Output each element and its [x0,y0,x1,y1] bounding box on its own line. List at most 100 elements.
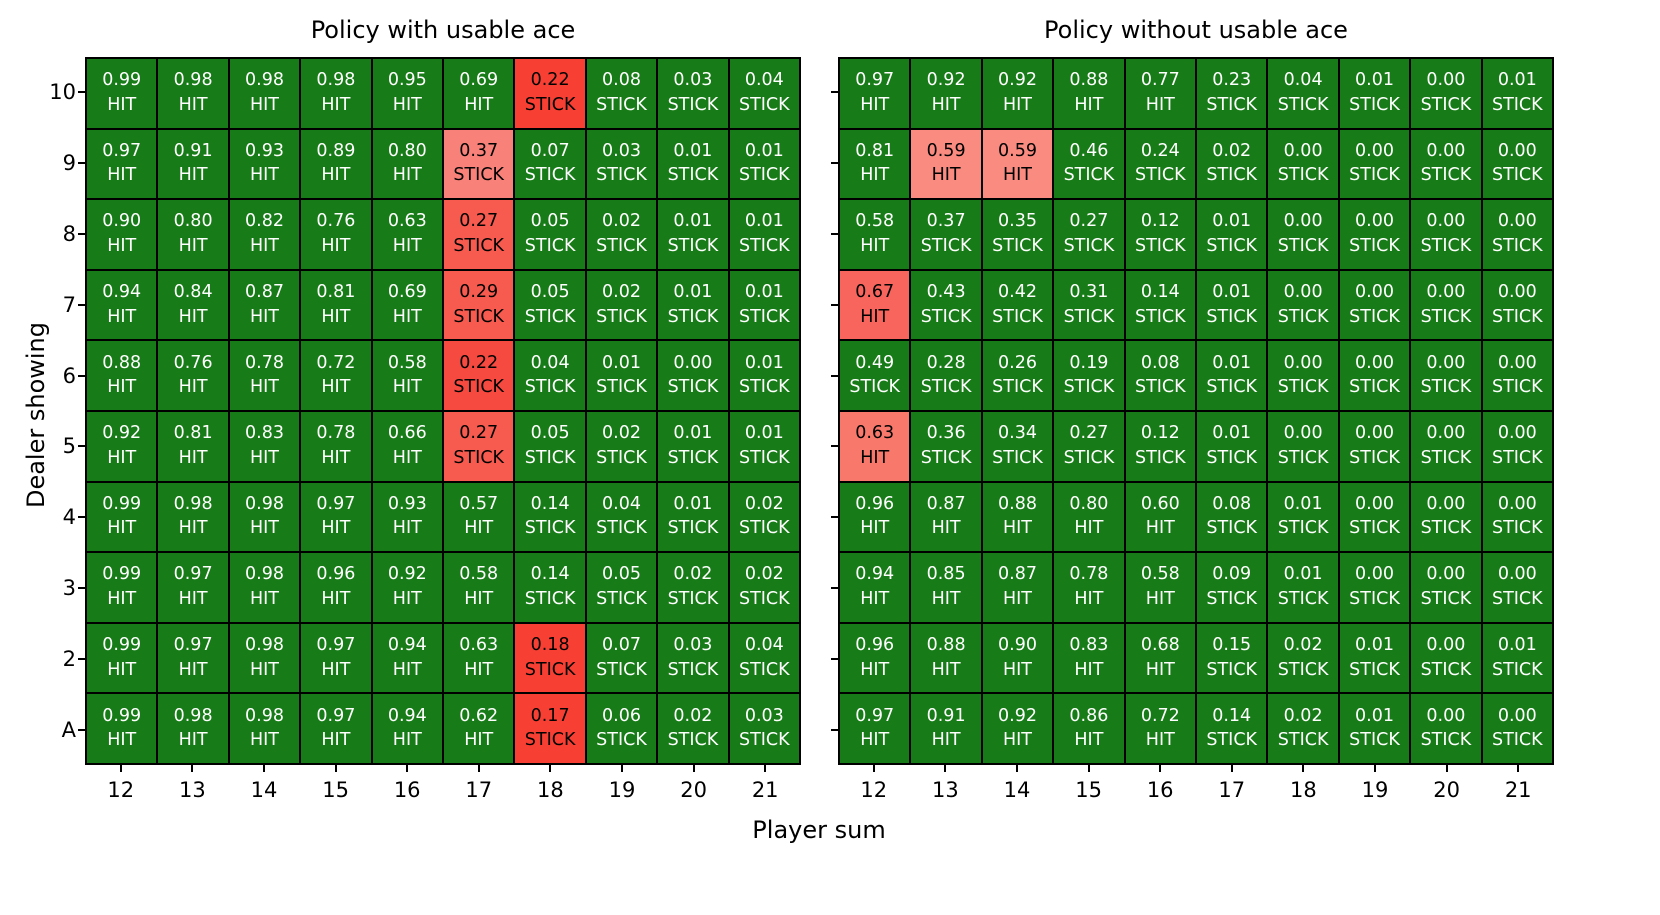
cell-probability: 0.58 [387,352,427,373]
cell-action: STICK [738,235,790,256]
cell-probability: 0.02 [744,564,784,585]
cell-action: HIT [860,94,890,115]
policy-cell: 0.99 HIT [87,59,157,128]
cell-probability: 0.97 [173,635,213,656]
cell-probability: 0.31 [1069,282,1109,303]
cell-action: HIT [860,659,890,680]
policy-cell: 0.87 HIT [982,553,1053,622]
x-tick-mark [477,765,480,772]
cell-action: HIT [249,518,279,539]
cell-probability: 0.27 [1069,211,1109,232]
policy-cell: 0.78 HIT [229,341,300,410]
cell-probability: 0.59 [926,140,966,161]
cell-probability: 0.92 [102,423,142,444]
policy-cell: 0.00 STICK [1268,341,1338,410]
policy-cell: 0.97 HIT [840,694,910,763]
policy-cell: 0.02 STICK [1268,694,1338,763]
cell-action: HIT [321,659,351,680]
cell-action: HIT [1145,659,1175,680]
cell-probability: 0.19 [1069,352,1109,373]
cell-probability: 0.93 [387,493,427,514]
policy-cell: 0.99 HIT [87,553,157,622]
cell-probability: 0.01 [673,282,713,303]
policy-cell: 0.80 HIT [1054,482,1124,552]
cell-probability: 0.01 [744,423,784,444]
cell-probability: 0.99 [102,493,142,514]
cell-action: STICK [1420,306,1472,327]
cell-probability: 0.46 [1069,140,1109,161]
policy-cell: 0.00 STICK [1411,341,1481,410]
cell-probability: 0.92 [998,705,1037,726]
cell-action: STICK [453,377,505,398]
cell-probability: 0.09 [1212,564,1252,585]
policy-cell: 0.66 HIT [372,411,442,481]
x-tick-label: 12 [860,778,888,802]
cell-action: HIT [178,306,208,327]
cell-probability: 0.27 [459,211,499,232]
cell-action: HIT [1074,518,1104,539]
cell-probability: 0.69 [459,70,499,91]
cell-action: STICK [738,377,790,398]
policy-cell: 0.19 STICK [1054,341,1124,410]
x-tick-mark [1445,765,1448,772]
cell-action: HIT [1002,165,1032,186]
cell-probability: 0.91 [926,705,966,726]
policy-cell: 0.98 HIT [158,694,228,763]
cell-probability: 0.28 [926,352,966,373]
y-tick-mark [831,657,838,660]
cell-action: STICK [667,447,719,468]
cell-action: HIT [464,588,494,609]
cell-probability: 0.18 [530,635,570,656]
cell-probability: 0.67 [855,282,895,303]
cell-probability: 0.00 [1426,705,1466,726]
policy-cell: 0.92 HIT [911,59,981,128]
cell-probability: 0.01 [673,211,713,232]
policy-cell: 0.00 STICK [1411,553,1481,622]
cell-action: STICK [596,588,647,609]
policy-cell: 0.00 STICK [1482,200,1552,269]
policy-cell: 0.05 STICK [515,200,585,269]
policy-cell: 0.98 HIT [158,482,228,552]
y-tick-label: 6 [62,363,76,388]
y-tick-mark [831,445,838,448]
cell-probability: 0.00 [1497,705,1537,726]
cell-action: STICK [453,235,505,256]
cell-probability: 0.01 [1355,705,1394,726]
cell-probability: 0.88 [998,493,1037,514]
y-tick-mark [78,445,85,448]
y-tick-label: 7 [62,292,76,317]
cell-probability: 0.03 [673,635,713,656]
cell-action: STICK [524,518,576,539]
x-tick-mark [1374,765,1376,772]
cell-action: HIT [1074,659,1104,680]
cell-action: STICK [667,659,719,680]
cell-action: STICK [1491,94,1543,115]
cell-action: HIT [178,165,208,186]
y-tick-mark [831,91,838,94]
cell-probability: 0.08 [602,70,641,91]
policy-cell: 0.01 STICK [658,200,728,269]
policy-cell: 0.00 STICK [1482,270,1552,340]
policy-cell: 0.81 HIT [158,411,228,481]
cell-probability: 0.88 [1069,70,1109,91]
x-axis-label: Player sum [752,816,886,844]
cell-probability: 0.01 [602,352,641,373]
cell-probability: 0.63 [387,211,427,232]
cell-action: STICK [524,730,576,751]
cell-action: STICK [1491,235,1543,256]
policy-cell: 0.96 HIT [301,553,371,622]
cell-action: STICK [1420,235,1472,256]
policy-cell: 0.43 STICK [911,270,981,340]
cell-probability: 0.05 [530,423,570,444]
cell-action: HIT [392,377,422,398]
cell-probability: 0.98 [245,493,284,514]
cell-probability: 0.00 [1426,635,1466,656]
policy-cell: 0.00 STICK [1339,270,1410,340]
cell-probability: 0.07 [530,140,570,161]
cell-action: STICK [920,306,972,327]
cell-probability: 0.03 [744,705,784,726]
policy-cell: 0.58 HIT [444,553,514,622]
policy-cell: 0.63 HIT [372,200,442,269]
policy-cell: 0.23 STICK [1197,59,1267,128]
policy-cell: 0.58 HIT [372,341,442,410]
